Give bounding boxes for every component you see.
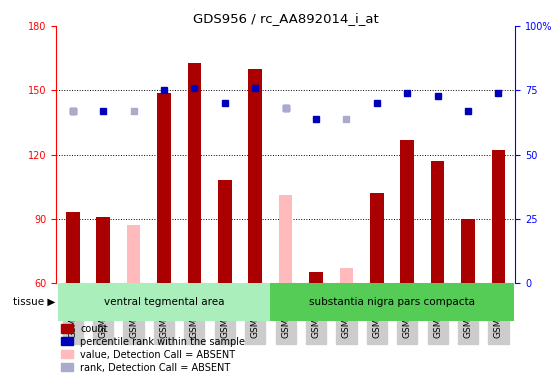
Text: ventral tegmental area: ventral tegmental area xyxy=(104,297,224,307)
Bar xyxy=(431,161,445,283)
Text: substantia nigra pars compacta: substantia nigra pars compacta xyxy=(309,297,475,307)
Bar xyxy=(96,216,110,283)
Bar xyxy=(309,272,323,283)
Bar xyxy=(188,63,201,283)
Bar xyxy=(279,195,292,283)
Bar xyxy=(66,212,80,283)
Bar xyxy=(248,69,262,283)
Bar xyxy=(339,268,353,283)
Bar xyxy=(218,180,232,283)
Legend: count, percentile rank within the sample, value, Detection Call = ABSENT, rank, : count, percentile rank within the sample… xyxy=(61,324,245,373)
Bar xyxy=(461,219,475,283)
Bar xyxy=(400,140,414,283)
Bar xyxy=(370,193,384,283)
Bar xyxy=(66,212,80,283)
Bar xyxy=(127,225,141,283)
Bar xyxy=(270,283,514,321)
Title: GDS956 / rc_AA892014_i_at: GDS956 / rc_AA892014_i_at xyxy=(193,12,379,25)
Text: tissue ▶: tissue ▶ xyxy=(13,297,55,307)
Bar xyxy=(58,283,270,321)
Bar xyxy=(492,150,505,283)
Bar xyxy=(157,93,171,283)
